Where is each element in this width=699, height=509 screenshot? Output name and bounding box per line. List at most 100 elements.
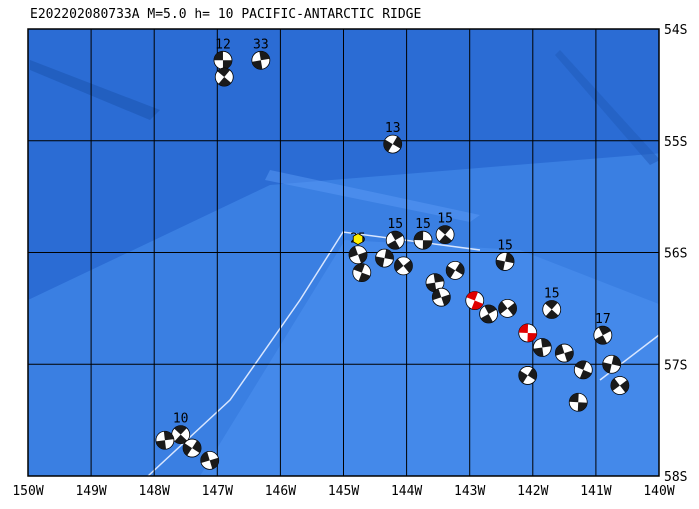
ball-quadrant	[433, 273, 444, 283]
ball-quadrant	[507, 302, 517, 316]
lon-label: 140W	[643, 484, 674, 499]
focal-mechanism	[532, 338, 552, 357]
focal-mechanism	[445, 260, 465, 280]
ball-quadrant	[466, 291, 479, 301]
focal-mechanism	[394, 256, 413, 276]
ball-quadrant	[213, 51, 223, 61]
focal-mechanism	[465, 291, 485, 310]
focal-mechanism	[385, 230, 405, 250]
depth-label: 15	[544, 286, 560, 301]
lat-label: 58S	[664, 470, 687, 485]
ball-quadrant	[192, 440, 202, 453]
depth-label: 33	[253, 37, 269, 52]
lon-label: 141W	[580, 484, 611, 499]
ball-quadrant	[217, 68, 231, 78]
ball-quadrant	[183, 443, 193, 456]
focal-mechanism	[498, 298, 517, 318]
ball-quadrant	[222, 60, 232, 70]
ball-quadrant	[387, 240, 400, 250]
lon-label: 143W	[454, 484, 485, 499]
ball-quadrant	[209, 457, 219, 469]
focal-mechanism	[171, 425, 191, 445]
focal-mechanism	[479, 304, 499, 324]
ball-quadrant	[438, 225, 452, 235]
lon-label: 146W	[265, 484, 296, 499]
ball-quadrant	[577, 402, 588, 412]
ball-quadrant	[426, 282, 437, 292]
ball-quadrant	[611, 355, 621, 367]
depth-label: 15	[415, 217, 431, 232]
ball-quadrant	[610, 378, 620, 391]
focal-mechanism	[518, 366, 538, 385]
ball-quadrant	[496, 259, 506, 271]
ball-quadrant	[390, 231, 404, 241]
ball-quadrant	[251, 60, 263, 70]
ball-quadrant	[375, 256, 385, 267]
ball-quadrant	[569, 393, 579, 403]
ball-quadrant	[383, 139, 393, 152]
lon-label: 145W	[328, 484, 359, 499]
ball-quadrant	[349, 246, 359, 258]
focal-mechanism	[348, 245, 368, 265]
focal-mechanism	[610, 376, 630, 395]
focal-mechanism	[182, 438, 202, 458]
focal-mechanism	[573, 360, 593, 380]
lon-label: 142W	[517, 484, 548, 499]
ball-quadrant	[155, 440, 167, 450]
ball-quadrant	[174, 434, 188, 444]
ball-quadrant	[439, 234, 452, 244]
lat-label: 54S	[664, 23, 687, 38]
lat-label: 55S	[664, 135, 687, 150]
ball-quadrant	[518, 323, 529, 333]
lat-label: 56S	[664, 247, 687, 262]
focal-mechanism	[200, 450, 220, 470]
ball-quadrant	[259, 51, 270, 61]
lon-label: 149W	[75, 484, 106, 499]
ball-quadrant	[471, 300, 484, 310]
ball-quadrant	[484, 304, 497, 314]
ball-quadrant	[505, 252, 515, 264]
ball-quadrant	[574, 360, 587, 370]
depth-label: 15	[437, 212, 453, 227]
ball-quadrant	[545, 300, 558, 310]
ball-quadrant	[518, 370, 528, 384]
focal-mechanism	[554, 343, 574, 363]
ball-quadrant	[564, 350, 574, 362]
ball-quadrant	[384, 249, 394, 260]
ball-quadrant	[498, 301, 508, 314]
ball-quadrant	[527, 332, 537, 342]
focal-mechanism	[542, 300, 562, 319]
map-title: E202202080733A M=5.0 h= 10 PACIFIC-ANTAR…	[30, 7, 421, 22]
depth-label: 15	[497, 238, 513, 253]
focal-mechanism	[518, 323, 538, 343]
depth-label: 10	[173, 412, 189, 427]
ball-quadrant	[358, 272, 371, 282]
focal-mechanism	[413, 230, 433, 250]
ball-quadrant	[527, 367, 537, 381]
focal-mechanism	[593, 325, 613, 345]
ball-quadrant	[163, 431, 174, 441]
ball-quadrant	[358, 251, 368, 264]
ball-quadrant	[392, 136, 402, 149]
ball-quadrant	[619, 380, 629, 393]
focal-mechanism	[352, 263, 372, 283]
focal-mechanism	[214, 67, 234, 87]
lon-label: 150W	[12, 484, 43, 499]
focal-mechanism	[425, 273, 445, 293]
lon-label: 148W	[139, 484, 170, 499]
focal-mechanism	[431, 287, 451, 307]
ball-quadrant	[541, 338, 552, 348]
ball-quadrant	[594, 335, 607, 345]
lon-label: 147W	[202, 484, 233, 499]
focal-mechanism	[602, 354, 622, 374]
ball-quadrant	[200, 451, 210, 463]
ball-quadrant	[218, 77, 232, 87]
focal-mechanism	[435, 225, 455, 245]
ball-quadrant	[353, 263, 365, 273]
ball-quadrant	[446, 265, 456, 279]
focal-mechanism	[383, 134, 403, 154]
depth-label: 15	[387, 217, 403, 232]
ball-quadrant	[394, 258, 404, 272]
ball-quadrant	[403, 260, 413, 273]
